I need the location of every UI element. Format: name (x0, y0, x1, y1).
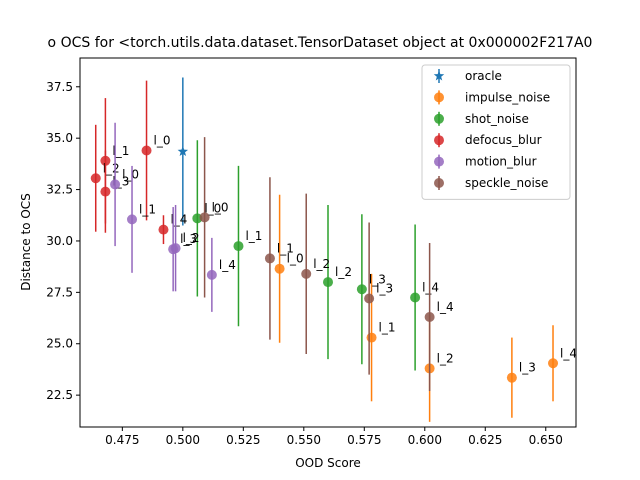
data-point (127, 214, 138, 225)
series-oracle (177, 77, 189, 226)
point-label: l_1 (139, 202, 156, 216)
data-point (158, 224, 169, 235)
data-point (264, 253, 275, 264)
point-label: l_1 (277, 241, 294, 255)
legend-marker (434, 135, 444, 146)
point-label: l_3 (376, 282, 393, 296)
axes-frame (79, 57, 577, 428)
point-label: l_3 (519, 361, 536, 375)
data-point (233, 241, 244, 252)
legend-box (421, 64, 571, 200)
point-label: l_2 (437, 351, 454, 365)
x-tick-label: 0.575 (347, 433, 381, 447)
point-label: l_1 (379, 321, 396, 335)
data-point (323, 277, 333, 288)
data-point-star (177, 146, 189, 156)
legend-marker (434, 156, 444, 167)
data-point (141, 145, 152, 156)
legend-label: motion_blur (465, 155, 537, 169)
point-label: l_0 (287, 252, 304, 266)
x-tick-label: 0.500 (166, 433, 200, 447)
series-shot-noise: l_0l_1l_2l_3l_4 (192, 140, 439, 371)
data-point (366, 332, 377, 343)
x-axis: 0.475 0.500 0.525 0.550 0.575 0.600 0.625 0.650 (105, 427, 563, 447)
data-point (410, 292, 421, 303)
y-tick-label: 27.5 (46, 285, 73, 299)
x-tick-label: 0.550 (287, 433, 321, 447)
x-tick-label: 0.650 (529, 433, 563, 447)
x-tick-label: 0.525 (226, 433, 260, 447)
data-point (199, 212, 210, 223)
series-speckle-noise: l_0l_1l_2l_3l_4 (199, 137, 454, 392)
legend-entry: impulse_noise (434, 90, 550, 105)
data-point (364, 293, 375, 304)
point-label: l_4 (422, 280, 439, 294)
data-point (90, 173, 101, 184)
data-point (168, 244, 179, 255)
point-label: l_2 (335, 265, 352, 279)
y-tick-label: 37.5 (46, 80, 73, 94)
point-label: l_4 (170, 213, 187, 227)
point-label: l_2 (313, 257, 330, 271)
y-tick-label: 35.0 (46, 131, 73, 145)
point-label: l_0 (154, 134, 171, 148)
point-label: l_4 (219, 258, 236, 272)
x-tick-label: 0.600 (408, 433, 442, 447)
y-tick-label: 25.0 (46, 337, 73, 351)
legend-label: oracle (465, 69, 502, 83)
data-point (274, 263, 285, 274)
point-label: l_2 (183, 231, 200, 245)
legend-label: shot_noise (465, 112, 529, 126)
legend: oracle impulse_noise shot_noise defocus_blu… (421, 64, 571, 200)
y-axis: 22.5 25.0 27.5 30.0 32.5 35.0 37.5 (46, 80, 80, 402)
y-tick-label: 22.5 (46, 388, 73, 402)
legend-marker (434, 92, 444, 103)
data-point (424, 312, 435, 323)
legend-entry: shot_noise (434, 111, 529, 126)
legend-label: impulse_noise (465, 90, 550, 104)
legend-marker (434, 178, 444, 188)
legend-marker (434, 113, 444, 124)
data-point (548, 358, 559, 369)
plot-area: l_0l_1l_2l_3l_4l_0l_1l_2l_3l_4l_0l_1l_2l… (90, 77, 577, 422)
legend-entry: defocus_blur (434, 133, 542, 148)
point-label: l_0 (204, 201, 221, 215)
y-tick-label: 32.5 (46, 183, 73, 197)
legend-entry: speckle_noise (434, 176, 548, 190)
legend-entry: motion_blur (434, 154, 537, 169)
data-point (301, 268, 312, 279)
point-label: l_0 (122, 167, 139, 181)
point-label: l_0 (212, 200, 229, 214)
y-tick-label: 30.0 (46, 234, 73, 248)
y-axis-label: Distance to OCS (19, 193, 33, 291)
legend-marker-star (433, 70, 445, 81)
data-point (356, 284, 367, 295)
data-point (206, 269, 217, 280)
x-tick-label: 0.475 (105, 433, 139, 447)
point-label: l_4 (560, 346, 577, 360)
point-label: l_3 (369, 272, 386, 286)
data-point (506, 372, 517, 383)
data-point (100, 186, 111, 197)
legend-entry: oracle (433, 69, 502, 83)
chart-title: o OCS for <torch.utils.data.dataset.Tens… (48, 35, 593, 51)
legend-label: speckle_noise (465, 176, 548, 190)
point-label: l_1 (245, 229, 262, 243)
data-point (110, 179, 121, 190)
x-tick-label: 0.625 (468, 433, 502, 447)
x-axis-label: OOD Score (295, 456, 361, 470)
point-label: l_1 (112, 144, 129, 158)
legend-label: defocus_blur (465, 133, 542, 147)
point-label: l_4 (437, 300, 454, 314)
point-label: l_3 (180, 232, 197, 246)
series-motion-blur: l_0 l_1 l_2l_3 l_4 (110, 122, 236, 312)
